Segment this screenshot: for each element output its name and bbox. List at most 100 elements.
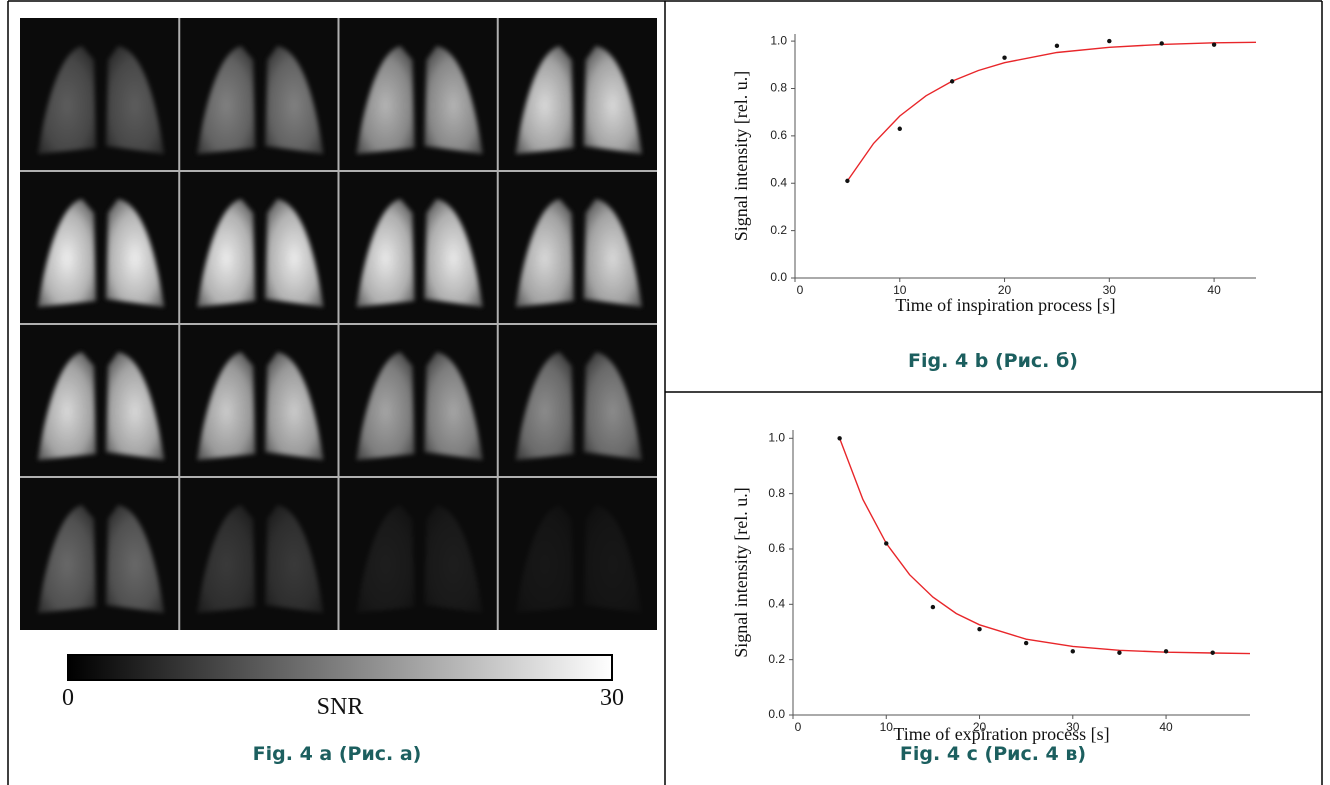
left-lung	[515, 46, 574, 154]
x-tick-label: 10	[893, 283, 907, 297]
y-tick-label: 0.6	[768, 541, 785, 555]
data-point	[1211, 42, 1217, 47]
lung-frame	[515, 46, 642, 154]
right-lung	[265, 505, 324, 613]
data-point	[1107, 38, 1112, 44]
right-lung	[265, 199, 324, 307]
y-tick-label: 0.2	[768, 652, 785, 666]
data-point	[1210, 650, 1215, 655]
y-tick-label: 0.0	[768, 707, 785, 721]
right-lung	[265, 352, 324, 460]
x-tick-label: 20	[973, 720, 987, 734]
right-lung	[583, 505, 642, 613]
lung-frame	[356, 199, 483, 307]
right-lung	[424, 199, 483, 307]
lung-frame	[197, 352, 324, 460]
left-lung	[356, 352, 415, 460]
y-tick-label: 0.4	[768, 596, 785, 610]
left-lung	[38, 505, 96, 613]
y-tick-label: 1.0	[768, 430, 785, 444]
left-lung	[515, 505, 574, 613]
left-lung	[356, 46, 415, 154]
x-tick-label: 40	[1207, 283, 1221, 297]
x-tick-label: 20	[998, 283, 1012, 297]
left-lung	[515, 199, 574, 307]
x-tick-label: 0	[797, 283, 804, 297]
left-lung	[515, 352, 574, 460]
lung-frame	[515, 352, 642, 460]
right-lung	[106, 199, 164, 307]
y-tick-label: 0.0	[770, 270, 787, 284]
left-lung	[197, 505, 256, 613]
data-point	[884, 541, 889, 546]
right-lung	[424, 505, 483, 613]
lung-frame	[197, 505, 324, 613]
x-axis-label: Time of expiration process [s]	[893, 724, 1109, 744]
y-tick-label: 0.2	[770, 223, 787, 237]
left-lung	[356, 505, 415, 613]
colorbar-max: 30	[600, 685, 624, 711]
right-lung	[106, 352, 164, 460]
y-tick-label: 0.8	[770, 81, 787, 95]
caption: Fig. 4 c (Рис. 4 в)	[900, 743, 1086, 765]
caption: Fig. 4 b (Рис. б)	[908, 350, 1078, 372]
lung-frame	[197, 46, 324, 154]
caption: Fig. 4 a (Рис. а)	[253, 743, 422, 765]
lung-frame	[197, 199, 324, 307]
lung-frame	[515, 505, 642, 613]
left-lung	[38, 352, 96, 460]
data-point	[897, 126, 902, 131]
data-point	[930, 604, 936, 610]
x-tick-label: 40	[1159, 720, 1173, 734]
x-axis-label: Time of inspiration process [s]	[895, 295, 1115, 315]
data-point	[1070, 649, 1075, 654]
data-point	[1159, 41, 1164, 46]
data-point	[1054, 43, 1060, 49]
lung-frame	[38, 199, 164, 307]
lung-frame	[38, 505, 164, 613]
left-lung	[356, 199, 415, 307]
lung-frame	[38, 352, 164, 460]
left-lung	[197, 46, 256, 154]
lung-frame	[38, 46, 164, 154]
left-lung	[38, 199, 96, 307]
data-point	[1002, 55, 1007, 60]
left-lung	[197, 352, 256, 460]
data-point	[977, 627, 982, 632]
colorbar	[67, 654, 613, 681]
right-lung	[583, 46, 642, 154]
data-point	[837, 436, 842, 441]
right-lung	[106, 46, 164, 154]
right-lung	[583, 352, 642, 460]
lung-frame	[356, 352, 483, 460]
y-axis-label: Signal intensity [rel. u.]	[731, 71, 751, 241]
data-point	[845, 178, 850, 184]
right-lung	[265, 46, 324, 154]
y-tick-label: 1.0	[770, 33, 787, 47]
x-tick-label: 0	[795, 720, 802, 734]
colorbar-label: SNR	[317, 694, 364, 720]
y-axis-label: Signal intensity [rel. u.]	[731, 487, 751, 657]
fit-curve	[846, 41, 1257, 182]
right-lung	[424, 352, 483, 460]
lung-frame	[356, 505, 483, 613]
left-lung	[38, 46, 96, 154]
image-grid	[20, 18, 657, 630]
y-tick-label: 0.8	[768, 486, 785, 500]
data-point	[1023, 640, 1029, 646]
right-lung	[424, 46, 483, 154]
lung-frame	[356, 46, 483, 154]
fit-curve	[838, 438, 1251, 655]
data-point	[949, 79, 955, 84]
left-lung	[197, 199, 256, 307]
table-frame	[7, 0, 1323, 785]
right-lung	[106, 505, 164, 613]
colorbar-min: 0	[62, 685, 74, 711]
data-point	[1117, 650, 1122, 655]
x-tick-label: 30	[1066, 720, 1080, 734]
y-tick-label: 0.4	[770, 175, 787, 189]
x-tick-label: 30	[1103, 283, 1117, 297]
right-lung	[583, 199, 642, 307]
y-tick-label: 0.6	[770, 128, 787, 142]
